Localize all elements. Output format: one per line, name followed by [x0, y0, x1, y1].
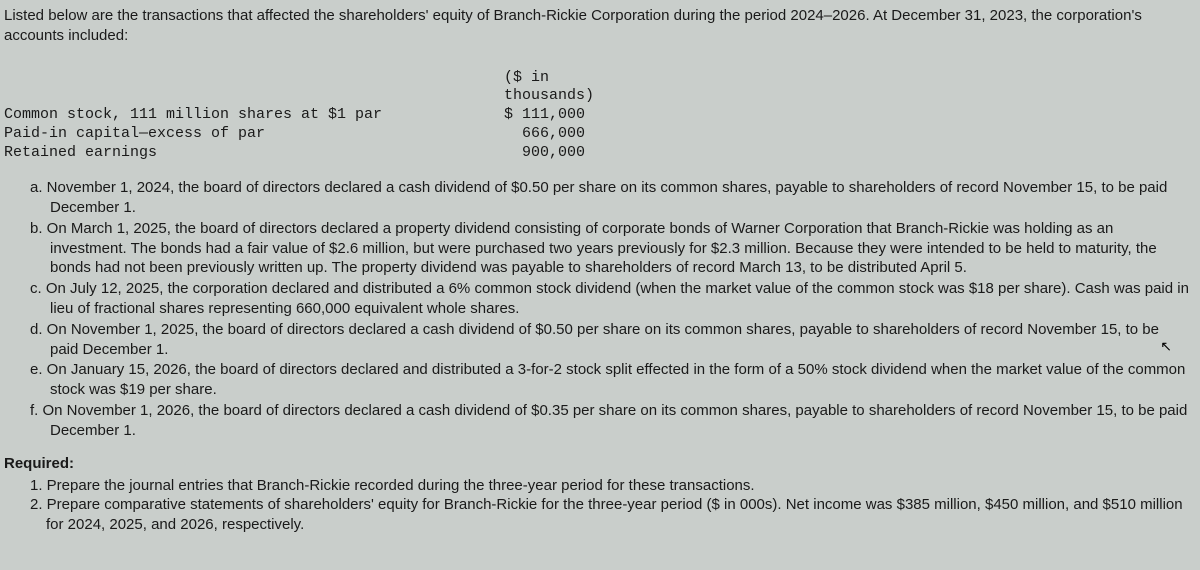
- requirement-1: 1. Prepare the journal entries that Bran…: [30, 476, 1190, 496]
- transaction-e: e. On January 15, 2026, the board of dir…: [30, 360, 1190, 400]
- transactions-list: a. November 1, 2024, the board of direct…: [4, 178, 1190, 440]
- acct-blank-row: [4, 87, 504, 106]
- transaction-b: b. On March 1, 2025, the board of direct…: [30, 219, 1190, 278]
- required-heading: Required:: [4, 455, 1190, 472]
- transaction-d: d. On November 1, 2025, the board of dir…: [30, 320, 1190, 360]
- accounts-labels-col: Common stock, 111 million shares at $1 p…: [4, 69, 504, 163]
- acct-value: 666,000: [504, 125, 594, 144]
- accounts-table: Common stock, 111 million shares at $1 p…: [4, 69, 1190, 163]
- acct-label: Paid-in capital—excess of par: [4, 125, 504, 144]
- acct-value: 900,000: [504, 144, 594, 163]
- acct-blank-row: [4, 69, 504, 88]
- requirements-list: 1. Prepare the journal entries that Bran…: [4, 476, 1190, 535]
- acct-col-header: thousands): [504, 87, 594, 106]
- intro-text: Listed below are the transactions that a…: [4, 6, 1190, 47]
- transaction-c: c. On July 12, 2025, the corporation dec…: [30, 279, 1190, 319]
- acct-col-header: ($ in: [504, 69, 594, 88]
- acct-label: Common stock, 111 million shares at $1 p…: [4, 106, 504, 125]
- requirement-2: 2. Prepare comparative statements of sha…: [30, 495, 1190, 535]
- acct-value: $ 111,000: [504, 106, 594, 125]
- acct-label: Retained earnings: [4, 144, 504, 163]
- cursor-icon: ↖: [1160, 338, 1172, 355]
- transaction-f: f. On November 1, 2026, the board of dir…: [30, 401, 1190, 441]
- transaction-a: a. November 1, 2024, the board of direct…: [30, 178, 1190, 218]
- accounts-values-col: ($ in thousands) $ 111,000 666,000 900,0…: [504, 69, 594, 163]
